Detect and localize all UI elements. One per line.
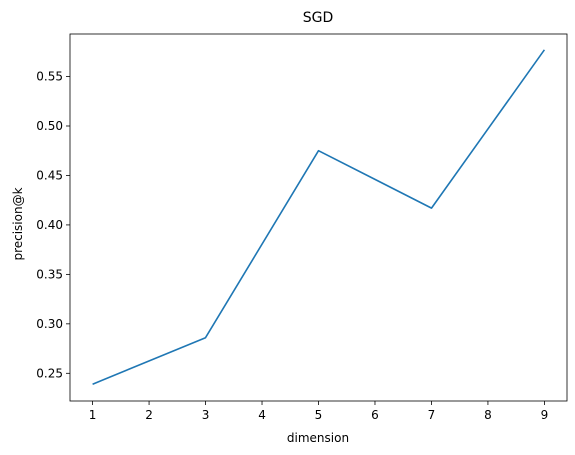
- x-tick-label: 1: [89, 408, 97, 422]
- y-tick-label: 0.45: [36, 168, 63, 182]
- plot-frame: [69, 33, 568, 402]
- series-line: [92, 49, 546, 385]
- y-tick-label: 0.30: [36, 317, 63, 331]
- x-tick-label: 2: [145, 408, 153, 422]
- x-tick-label: 6: [371, 408, 379, 422]
- y-tick-label: 0.25: [36, 366, 63, 380]
- x-tick-label: 9: [541, 408, 549, 422]
- y-tick-label: 0.40: [36, 218, 63, 232]
- y-axis: 0.25 0.30 0.35 0.40 0.45 0.50 0.55: [36, 70, 70, 380]
- y-axis-label: precision@k: [11, 187, 25, 260]
- y-tick-label: 0.55: [36, 70, 63, 84]
- series-layer: [92, 49, 546, 385]
- x-tick-label: 4: [258, 408, 266, 422]
- x-tick-label: 7: [428, 408, 436, 422]
- x-axis-label: dimension: [287, 431, 349, 445]
- chart-title: SGD: [303, 10, 334, 26]
- x-tick-label: 3: [202, 408, 210, 422]
- x-tick-label: 5: [315, 408, 323, 422]
- plot-area: [69, 33, 568, 402]
- x-axis: 1 2 3 4 5 6 7 8 9: [89, 401, 548, 422]
- y-tick-label: 0.35: [36, 267, 63, 281]
- y-tick-label: 0.50: [36, 119, 63, 133]
- x-tick-label: 8: [484, 408, 492, 422]
